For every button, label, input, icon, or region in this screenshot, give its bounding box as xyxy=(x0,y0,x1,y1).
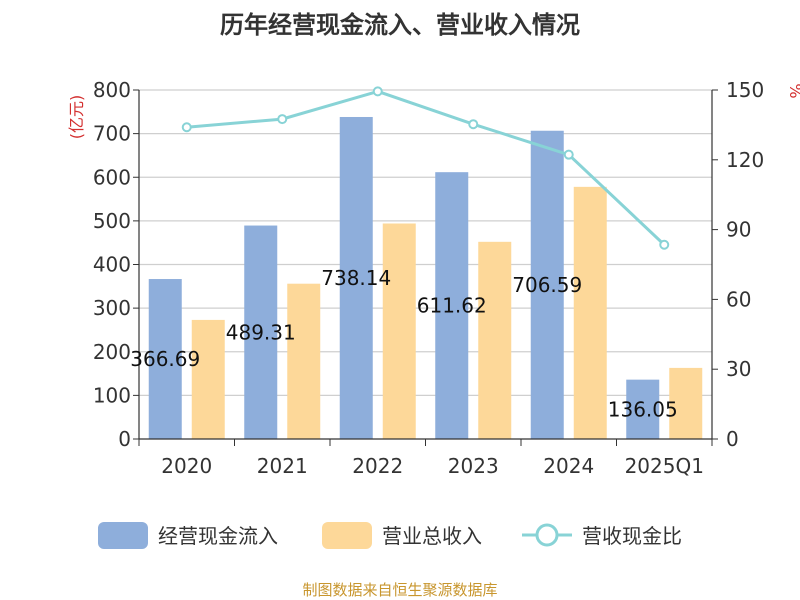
line-series xyxy=(181,86,670,250)
grid xyxy=(139,89,712,396)
bar xyxy=(626,379,660,439)
bar xyxy=(382,223,416,439)
ratio-point xyxy=(468,119,479,130)
y-left-tick-label: 800 xyxy=(93,78,131,102)
bar xyxy=(287,283,321,439)
y-left-tick-label: 400 xyxy=(93,253,131,277)
y-left-tick-label: 600 xyxy=(93,165,131,189)
ratio-point xyxy=(372,86,383,97)
y-left-tick-label: 100 xyxy=(93,383,131,407)
legend-label: 营收现金比 xyxy=(582,524,682,548)
bar xyxy=(244,225,278,439)
legend-marker xyxy=(535,523,559,547)
x-tick-label: 2024 xyxy=(543,454,594,478)
ratio-point xyxy=(659,239,670,250)
y-right-tick-label: 0 xyxy=(726,427,739,451)
data-label: 489.31 xyxy=(226,320,296,344)
data-label: 366.69 xyxy=(130,347,200,371)
y-right-tick-label: 150 xyxy=(726,78,764,102)
bars xyxy=(148,116,703,440)
x-tick-label: 2021 xyxy=(257,454,308,478)
legend-swatch xyxy=(322,522,372,549)
y-right-unit: % xyxy=(786,83,800,98)
legend-swatch xyxy=(98,522,148,549)
ratio-point xyxy=(563,149,574,160)
ratio-line xyxy=(186,89,666,246)
bar xyxy=(530,130,564,439)
bar xyxy=(435,172,469,439)
data-label: 136.05 xyxy=(608,397,678,421)
data-labels: 366.69 489.31 738.14 611.62 706.59 136.05 xyxy=(130,266,677,421)
y-right-tick-label: 30 xyxy=(726,357,751,381)
legend: 经营现金流入 营业总收入 营收现金比 xyxy=(98,522,682,549)
data-label: 738.14 xyxy=(321,266,391,290)
data-label: 706.59 xyxy=(512,273,582,297)
x-tick-label: 2025Q1 xyxy=(625,454,704,478)
x-tick-label: 2023 xyxy=(448,454,499,478)
y-left-tick-label: 200 xyxy=(93,340,131,364)
bar xyxy=(669,367,703,439)
y-right-tick-label: 120 xyxy=(726,148,764,172)
bar xyxy=(478,241,512,439)
y-left-unit: (亿元) xyxy=(67,95,86,140)
y-left-tick-label: 0 xyxy=(118,427,131,451)
bar xyxy=(339,116,373,440)
ratio-point xyxy=(181,122,192,133)
chart-title: 历年经营现金流入、营业收入情况 xyxy=(220,11,580,39)
x-tick-label: 2020 xyxy=(161,454,212,478)
axes: 0 100 200 300 400 500 600 700 800 0 30 60 90 120 150 20… xyxy=(93,78,764,478)
source-note: 制图数据来自恒生聚源数据库 xyxy=(302,581,497,599)
legend-label: 经营现金流入 xyxy=(158,524,278,548)
y-left-tick-label: 500 xyxy=(93,209,131,233)
bar xyxy=(191,319,225,439)
y-right-tick-label: 60 xyxy=(726,287,751,311)
ratio-point xyxy=(277,114,288,125)
data-label: 611.62 xyxy=(417,294,487,318)
x-tick-label: 2022 xyxy=(352,454,403,478)
y-right-tick-label: 90 xyxy=(726,218,751,242)
bar xyxy=(573,186,607,439)
y-left-tick-label: 300 xyxy=(93,296,131,320)
bar xyxy=(148,279,182,439)
legend-label: 营业总收入 xyxy=(382,524,482,548)
y-left-tick-label: 700 xyxy=(93,122,131,146)
